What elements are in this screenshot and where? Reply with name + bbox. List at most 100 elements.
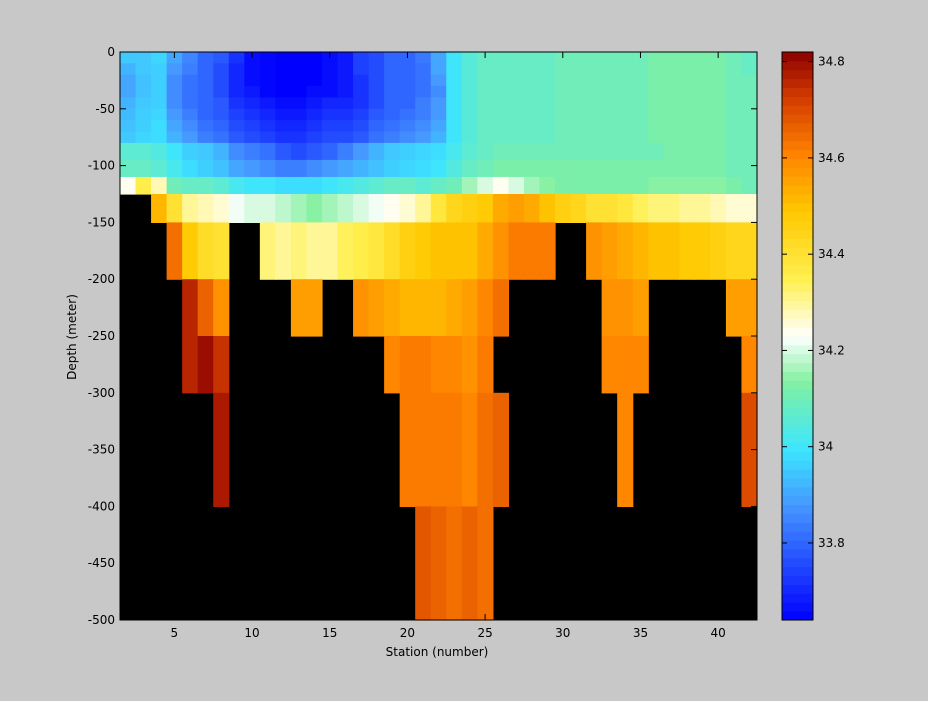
heatmap-cell xyxy=(151,108,168,121)
colorbar-segment xyxy=(782,60,813,71)
heatmap-cell xyxy=(523,142,541,161)
heatmap-cell xyxy=(570,74,587,87)
heatmap-cell xyxy=(337,108,354,121)
colorbar-tick-label: 34 xyxy=(818,440,833,454)
heatmap-cell xyxy=(679,108,696,121)
heatmap-cell xyxy=(555,194,572,223)
heatmap-cell xyxy=(586,63,603,76)
heatmap-cell xyxy=(244,159,261,178)
heatmap-cell xyxy=(617,279,634,337)
y-tick-label: -500 xyxy=(88,613,115,627)
heatmap-cell xyxy=(508,159,525,178)
heatmap-cell xyxy=(384,222,401,280)
heatmap-cell xyxy=(694,120,711,133)
heatmap-cell xyxy=(166,222,183,280)
heatmap-cell xyxy=(337,120,354,133)
heatmap-cell xyxy=(632,86,649,99)
heatmap-cell xyxy=(151,176,168,195)
heatmap-cell xyxy=(228,86,245,99)
colorbar-segment xyxy=(782,593,813,603)
heatmap-cell xyxy=(555,97,572,110)
heatmap-cell xyxy=(663,142,680,161)
heatmap-cell xyxy=(725,97,743,110)
colorbar-segment xyxy=(782,371,813,381)
heatmap-cell xyxy=(290,108,308,121)
heatmap-cell xyxy=(725,159,743,178)
heatmap-cell xyxy=(632,74,649,87)
heatmap-cell xyxy=(555,63,572,76)
heatmap-cell xyxy=(446,222,463,280)
heatmap-cell xyxy=(399,336,416,394)
heatmap-cell xyxy=(259,131,276,144)
heatmap-cell xyxy=(492,63,510,76)
heatmap-cell xyxy=(430,97,447,110)
heatmap-cell xyxy=(601,279,618,337)
heatmap-cell xyxy=(523,120,541,133)
heatmap-cell xyxy=(399,86,416,99)
heatmap-cell xyxy=(601,108,618,121)
heatmap-cell xyxy=(741,142,758,161)
heatmap-cell xyxy=(290,131,308,144)
heatmap-cell xyxy=(648,52,665,64)
heatmap-cell xyxy=(384,120,401,133)
heatmap-cell xyxy=(570,120,587,133)
heatmap-cell xyxy=(710,194,727,223)
heatmap-cell xyxy=(182,222,199,280)
heatmap-cell xyxy=(213,222,230,280)
heatmap-cell xyxy=(399,279,416,337)
heatmap-cell xyxy=(353,131,370,144)
heatmap-cell xyxy=(120,142,137,161)
heatmap-cell xyxy=(151,142,168,161)
heatmap-cell xyxy=(617,52,634,64)
heatmap-cell xyxy=(663,74,680,87)
heatmap-cell xyxy=(228,63,245,76)
colorbar-segment xyxy=(782,442,813,452)
x-tick-label: 5 xyxy=(171,626,179,640)
heatmap-cell xyxy=(539,86,556,99)
heatmap-cell xyxy=(306,74,323,87)
heatmap-cell xyxy=(570,142,587,161)
heatmap-cell xyxy=(368,97,385,110)
heatmap-cell xyxy=(213,131,230,144)
heatmap-cell xyxy=(710,159,727,178)
heatmap-cell xyxy=(120,176,137,195)
heatmap-cell xyxy=(617,336,634,394)
heatmap-cell xyxy=(415,222,432,280)
heatmap-cell xyxy=(197,194,214,223)
colorbar-tick-label: 34.4 xyxy=(818,247,845,261)
heatmap-cell xyxy=(353,63,370,76)
heatmap-cell xyxy=(415,506,432,621)
colorbar-segment xyxy=(782,265,813,275)
heatmap-cell xyxy=(679,222,696,280)
heatmap-cell xyxy=(601,131,618,144)
heatmap-cell xyxy=(523,63,541,76)
heatmap-cell xyxy=(477,336,494,394)
heatmap-cell xyxy=(228,131,245,144)
heatmap-cell xyxy=(337,176,354,195)
heatmap-cell xyxy=(508,131,525,144)
heatmap-cell xyxy=(725,52,743,64)
heatmap-cell xyxy=(197,108,214,121)
y-tick-label: -250 xyxy=(88,329,115,343)
heatmap-cell xyxy=(586,194,603,223)
heatmap-cell xyxy=(135,86,152,99)
heatmap-cell xyxy=(399,108,416,121)
heatmap-cell xyxy=(384,176,401,195)
heatmap-cell xyxy=(213,108,230,121)
heatmap-cell xyxy=(725,194,743,223)
heatmap-cell xyxy=(399,176,416,195)
heatmap-cell xyxy=(368,222,385,280)
heatmap-cell xyxy=(213,159,230,178)
heatmap-cell xyxy=(601,336,618,394)
colorbar-segment xyxy=(782,531,813,541)
heatmap-cell xyxy=(353,279,370,337)
heatmap-cell xyxy=(182,97,199,110)
heatmap-cell xyxy=(415,392,432,507)
heatmap-cell xyxy=(197,52,214,64)
colorbar-segment xyxy=(782,185,813,195)
heatmap-cell xyxy=(321,86,339,99)
heatmap-cell xyxy=(166,63,183,76)
heatmap-cell xyxy=(213,120,230,133)
heatmap-cell xyxy=(555,120,572,133)
heatmap-cell xyxy=(213,63,230,76)
